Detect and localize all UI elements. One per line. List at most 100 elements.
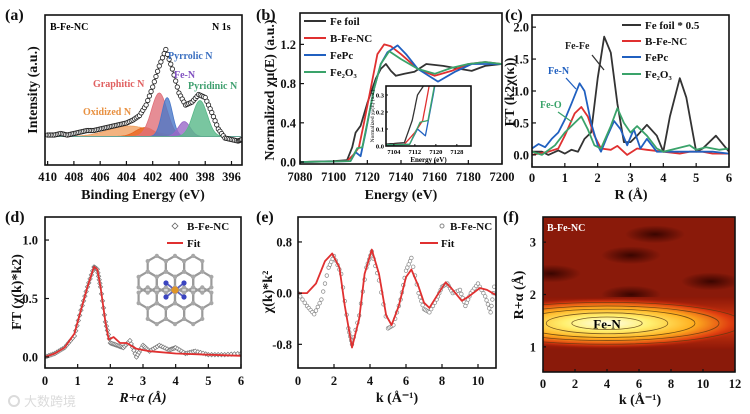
data-point [148,88,154,95]
data-point [169,66,175,72]
legend-label: B-Fe-NC [187,221,229,233]
carbon-atom [191,322,196,327]
a-plot-frame [44,14,243,166]
x-tick-label: 2 [572,377,578,391]
y-tick-label: 0.4 [280,116,296,130]
a-ylabel: Intensity (a.u.) [26,46,41,134]
panel-label-e: (e) [256,209,274,226]
data-point [324,273,329,278]
carbon-atom [191,253,196,258]
legend-label: Fit [187,238,201,250]
a-label-graphitic: Graphitic N [93,79,145,90]
carbon-atom [181,259,187,264]
nitrogen-atom [163,294,169,300]
data-point [146,93,153,99]
x-tick-label: 6 [726,171,732,185]
carbon-atom [181,290,187,295]
carbon-atom [200,290,205,295]
c-plot-frame [531,14,730,168]
y-tick-label: 0.0 [513,148,529,162]
data-point [459,291,464,297]
y-tick-label: 0.5 [22,292,38,306]
y-tick-label: 0.8 [276,235,292,249]
data-point [475,281,481,286]
y-tick-label: 3 [530,236,536,250]
data-point [171,72,177,78]
heatmap-dark-region [543,264,581,283]
peak-label: Fe-N [593,316,621,331]
data-point [174,84,180,90]
x-tick-label: 1 [562,171,568,185]
watermark-text: 大数跨境 [24,395,76,410]
data-point [411,264,416,269]
inset-y-tick-label: 0.2 [376,110,384,117]
x-tick-label: 10 [472,374,485,388]
c-arrow-fefe [591,54,605,71]
legend-label: FePc [645,52,668,64]
carbon-atom [172,301,178,306]
inset-x-tick-label: 7128 [450,149,464,156]
x-tick-label: 8 [439,374,445,388]
inset-frame [385,85,472,147]
data-point [300,297,305,302]
c-ylabel: FT (k2χ(κ)) [503,57,518,126]
data-point [298,294,303,299]
y-tick-label: 1.0 [513,85,529,99]
panel-label-c: (c) [505,7,523,24]
carbon-atom [154,274,159,279]
carbon-atom [200,316,205,321]
f-xlabel: k (Å⁻¹) [619,392,662,408]
data-point [143,102,149,108]
carbon-ring [164,301,186,326]
data-point [145,97,151,104]
carbon-atom [145,269,150,274]
data-point [155,68,161,74]
carbon-atom [163,290,169,295]
a-title: N 1s [212,22,231,33]
watermark: 大数跨境 [8,395,76,410]
inset-ylabel: Normalized χμ(E) (a.u.) [369,89,376,142]
carbon-atom [163,316,169,321]
carbon-atom [163,285,169,290]
x-tick-label: 1 [75,374,81,388]
carbon-atom [191,285,196,290]
nitrogen-atom [181,294,187,300]
carbon-atom [154,301,159,306]
nitrogen-atom [181,280,187,286]
heatmap-peak [543,298,735,349]
panel-label-d: (d) [5,209,25,226]
x-tick-label: 3 [627,171,633,185]
x-tick-label: 5 [693,171,699,185]
f-ylabel: R+α (Å) [511,270,527,319]
carbon-atom [191,290,196,295]
carbon-atom [191,301,196,306]
carbon-atom [172,274,178,279]
carbon-atom [136,274,141,279]
series-line-3 [532,107,729,156]
plot-layer: 410 408 406 404 402 400 398 396 7080 7100 7120 7140… [22,12,741,391]
x-tick-label: 4 [660,171,667,185]
contour-line [543,305,720,341]
series-line-0 [532,35,729,156]
carbon-atom [163,306,169,311]
y-tick-label: 0.0 [276,287,292,301]
carbon-ring [146,301,167,326]
carbon-atom [154,322,159,327]
e-xlabel: k (Å⁻¹) [376,390,419,406]
c-annotation-fefe: Fe-Fe [565,41,590,52]
carbon-atom [145,290,150,295]
carbon-atom [200,269,205,274]
carbon-atom [163,259,169,264]
f-sample-label: B-Fe-NC [547,223,585,234]
carbon-atom [200,306,205,311]
carbon-atom [136,301,141,306]
y-tick-label: 1 [530,340,536,354]
a-label-oxidized: Oxidized N [83,107,132,118]
data-point [173,78,179,84]
x-tick-label: 2 [331,374,337,388]
a-label-fen: Fe-N [174,70,196,81]
carbon-atom [163,269,169,274]
legend-label: FePc [330,50,353,62]
carbon-atom [181,269,187,274]
heatmap-dark-region [625,225,685,244]
